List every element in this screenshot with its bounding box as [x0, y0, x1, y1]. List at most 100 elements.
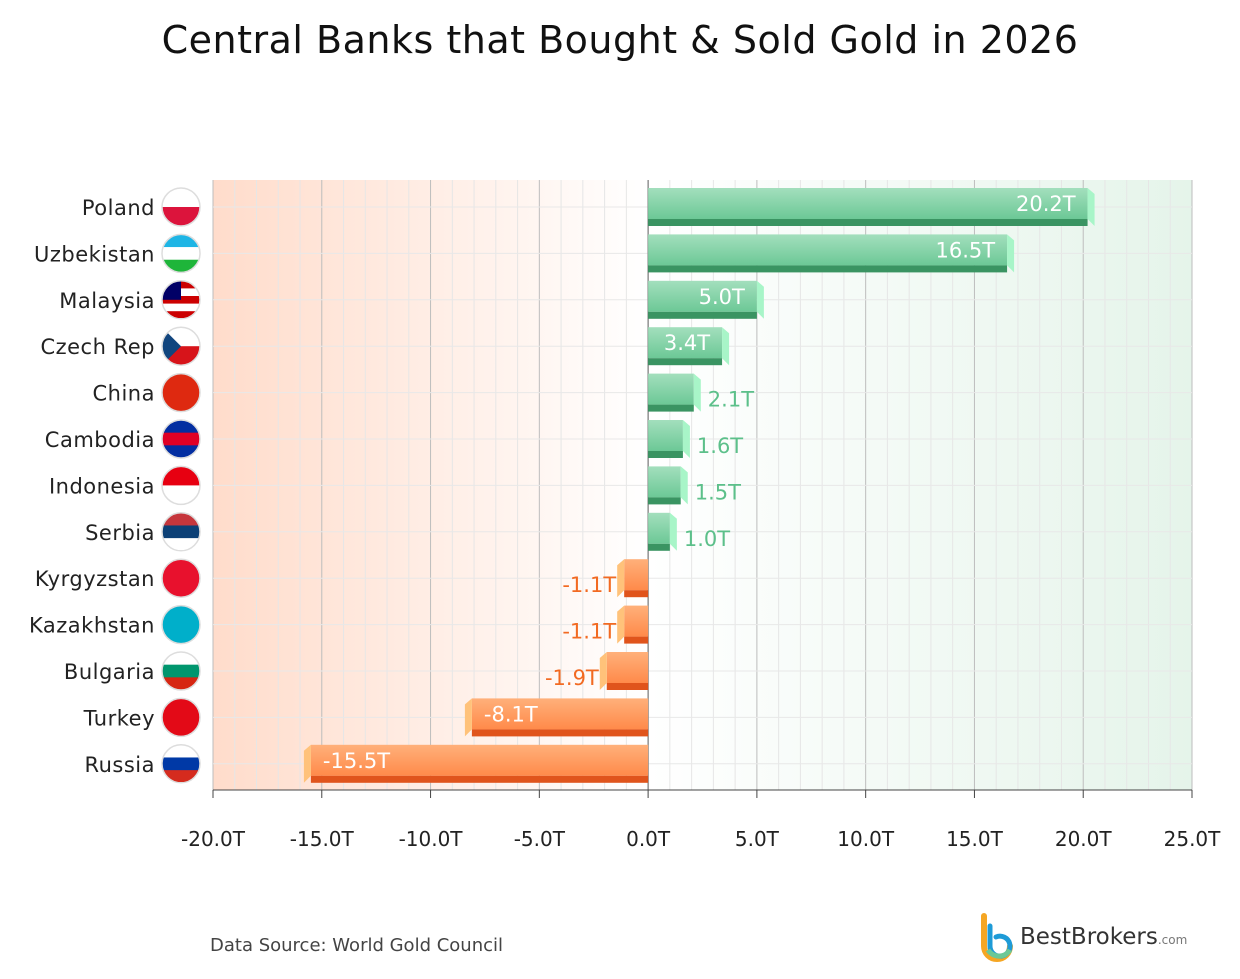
bar-end-face [303, 744, 311, 783]
category-label: Indonesia [49, 474, 155, 498]
flag-border [161, 280, 201, 320]
bar [648, 188, 1088, 219]
bar-end-face [680, 466, 688, 505]
bar-bottom-face [648, 451, 683, 458]
bestbrokers-logo[interactable]: BestBrokers.com [978, 912, 1187, 962]
data-label: -1.1T [562, 573, 616, 597]
category-label: Kazakhstan [29, 614, 155, 638]
flag-border [161, 419, 201, 459]
x-tick-label: 0.0T [626, 827, 671, 851]
bar-bottom-face [606, 683, 649, 690]
bar-bottom-face [648, 311, 757, 319]
bar-end-face [599, 652, 607, 690]
bar-bottom-face [310, 775, 649, 783]
bar-bottom-face [624, 590, 649, 598]
data-label: -1.1T [562, 620, 616, 644]
x-tick-label: -15.0T [290, 827, 355, 851]
bar [648, 327, 723, 359]
bar-bottom-face [471, 729, 649, 737]
category-label: Czech Rep [40, 335, 155, 359]
x-tick-label: 5.0T [735, 827, 780, 851]
flag-border [161, 326, 201, 366]
logo-text: BestBrokers.com [1020, 924, 1187, 950]
flag-border [161, 604, 201, 645]
x-tick-label: -10.0T [399, 827, 464, 851]
bar-bottom-face [624, 636, 649, 644]
logo-suffix: .com [1157, 933, 1188, 947]
bar-end-face [669, 512, 677, 551]
flag-czech-rep-icon [162, 327, 200, 366]
bar-bottom-face [648, 543, 670, 551]
bar-end-face [693, 373, 701, 412]
bar [648, 420, 683, 451]
data-label: 1.6T [697, 434, 743, 458]
data-label: 1.0T [684, 527, 730, 551]
flag-border [161, 512, 201, 552]
bar [648, 373, 694, 405]
flag-border [161, 744, 201, 784]
flag-kyrgyzstan-icon [162, 559, 200, 598]
data-label: 3.4T [664, 331, 710, 355]
flag-turkey-icon [162, 698, 200, 737]
category-label: Uzbekistan [34, 242, 155, 266]
bar [606, 652, 649, 683]
bar-end-face [1007, 234, 1015, 273]
bar-bottom-face [648, 404, 694, 412]
category-label: Cambodia [45, 428, 155, 452]
data-label: 16.5T [935, 238, 995, 262]
category-label: Poland [82, 196, 155, 220]
flag-poland-icon [162, 188, 200, 226]
bar [648, 234, 1008, 266]
data-label: 2.1T [708, 388, 754, 412]
x-tick-label: -20.0T [181, 827, 246, 851]
bar [648, 280, 757, 312]
bar-bottom-face [648, 265, 1008, 273]
x-tick-label: 25.0T [1164, 827, 1222, 851]
flag-kazakhstan-icon [162, 605, 200, 644]
data-source: Data Source: World Gold Council [210, 935, 504, 956]
category-label: Turkey [83, 706, 155, 730]
category-label: Russia [84, 753, 155, 777]
category-label: China [93, 382, 156, 406]
category-label: Bulgaria [64, 660, 155, 684]
x-tick-label: 15.0T [946, 827, 1004, 851]
bar [310, 744, 649, 776]
category-label: Malaysia [59, 289, 155, 313]
data-label: 20.2T [1016, 192, 1076, 216]
bar-end-face [722, 327, 730, 366]
bar-end-face [756, 280, 764, 319]
category-label: Kyrgyzstan [35, 567, 155, 591]
x-tick-label: 20.0T [1055, 827, 1113, 851]
bar-end-face [464, 698, 472, 737]
flag-indonesia-icon [162, 466, 200, 505]
data-label: -15.5T [323, 749, 390, 773]
data-label: -8.1T [484, 702, 538, 726]
category-label: Serbia [85, 521, 155, 545]
chart-title: Central Banks that Bought & Sold Gold in… [161, 18, 1079, 62]
flag-border [161, 372, 201, 413]
logo-name: BestBrokers [1020, 924, 1158, 950]
flag-china-icon [162, 373, 200, 412]
flag-border [161, 651, 201, 691]
bar-bottom-face [648, 219, 1088, 226]
bar [624, 605, 649, 637]
bar-end-face [617, 605, 625, 644]
bar-end-face [1087, 188, 1095, 226]
flag-border [161, 465, 201, 506]
bar-end-face [617, 559, 625, 598]
bar [624, 559, 649, 591]
bar-bottom-face [648, 497, 681, 505]
x-tick-label: -5.0T [514, 827, 566, 851]
data-label: 1.5T [695, 480, 741, 504]
bar-bottom-face [648, 358, 723, 366]
data-label: 5.0T [699, 285, 745, 309]
flag-border [161, 697, 201, 738]
bar-end-face [682, 420, 690, 458]
data-label: -1.9T [545, 666, 599, 690]
bar [648, 512, 670, 544]
flag-border [161, 187, 201, 227]
logo-icon [981, 913, 1013, 962]
bar [648, 466, 681, 498]
